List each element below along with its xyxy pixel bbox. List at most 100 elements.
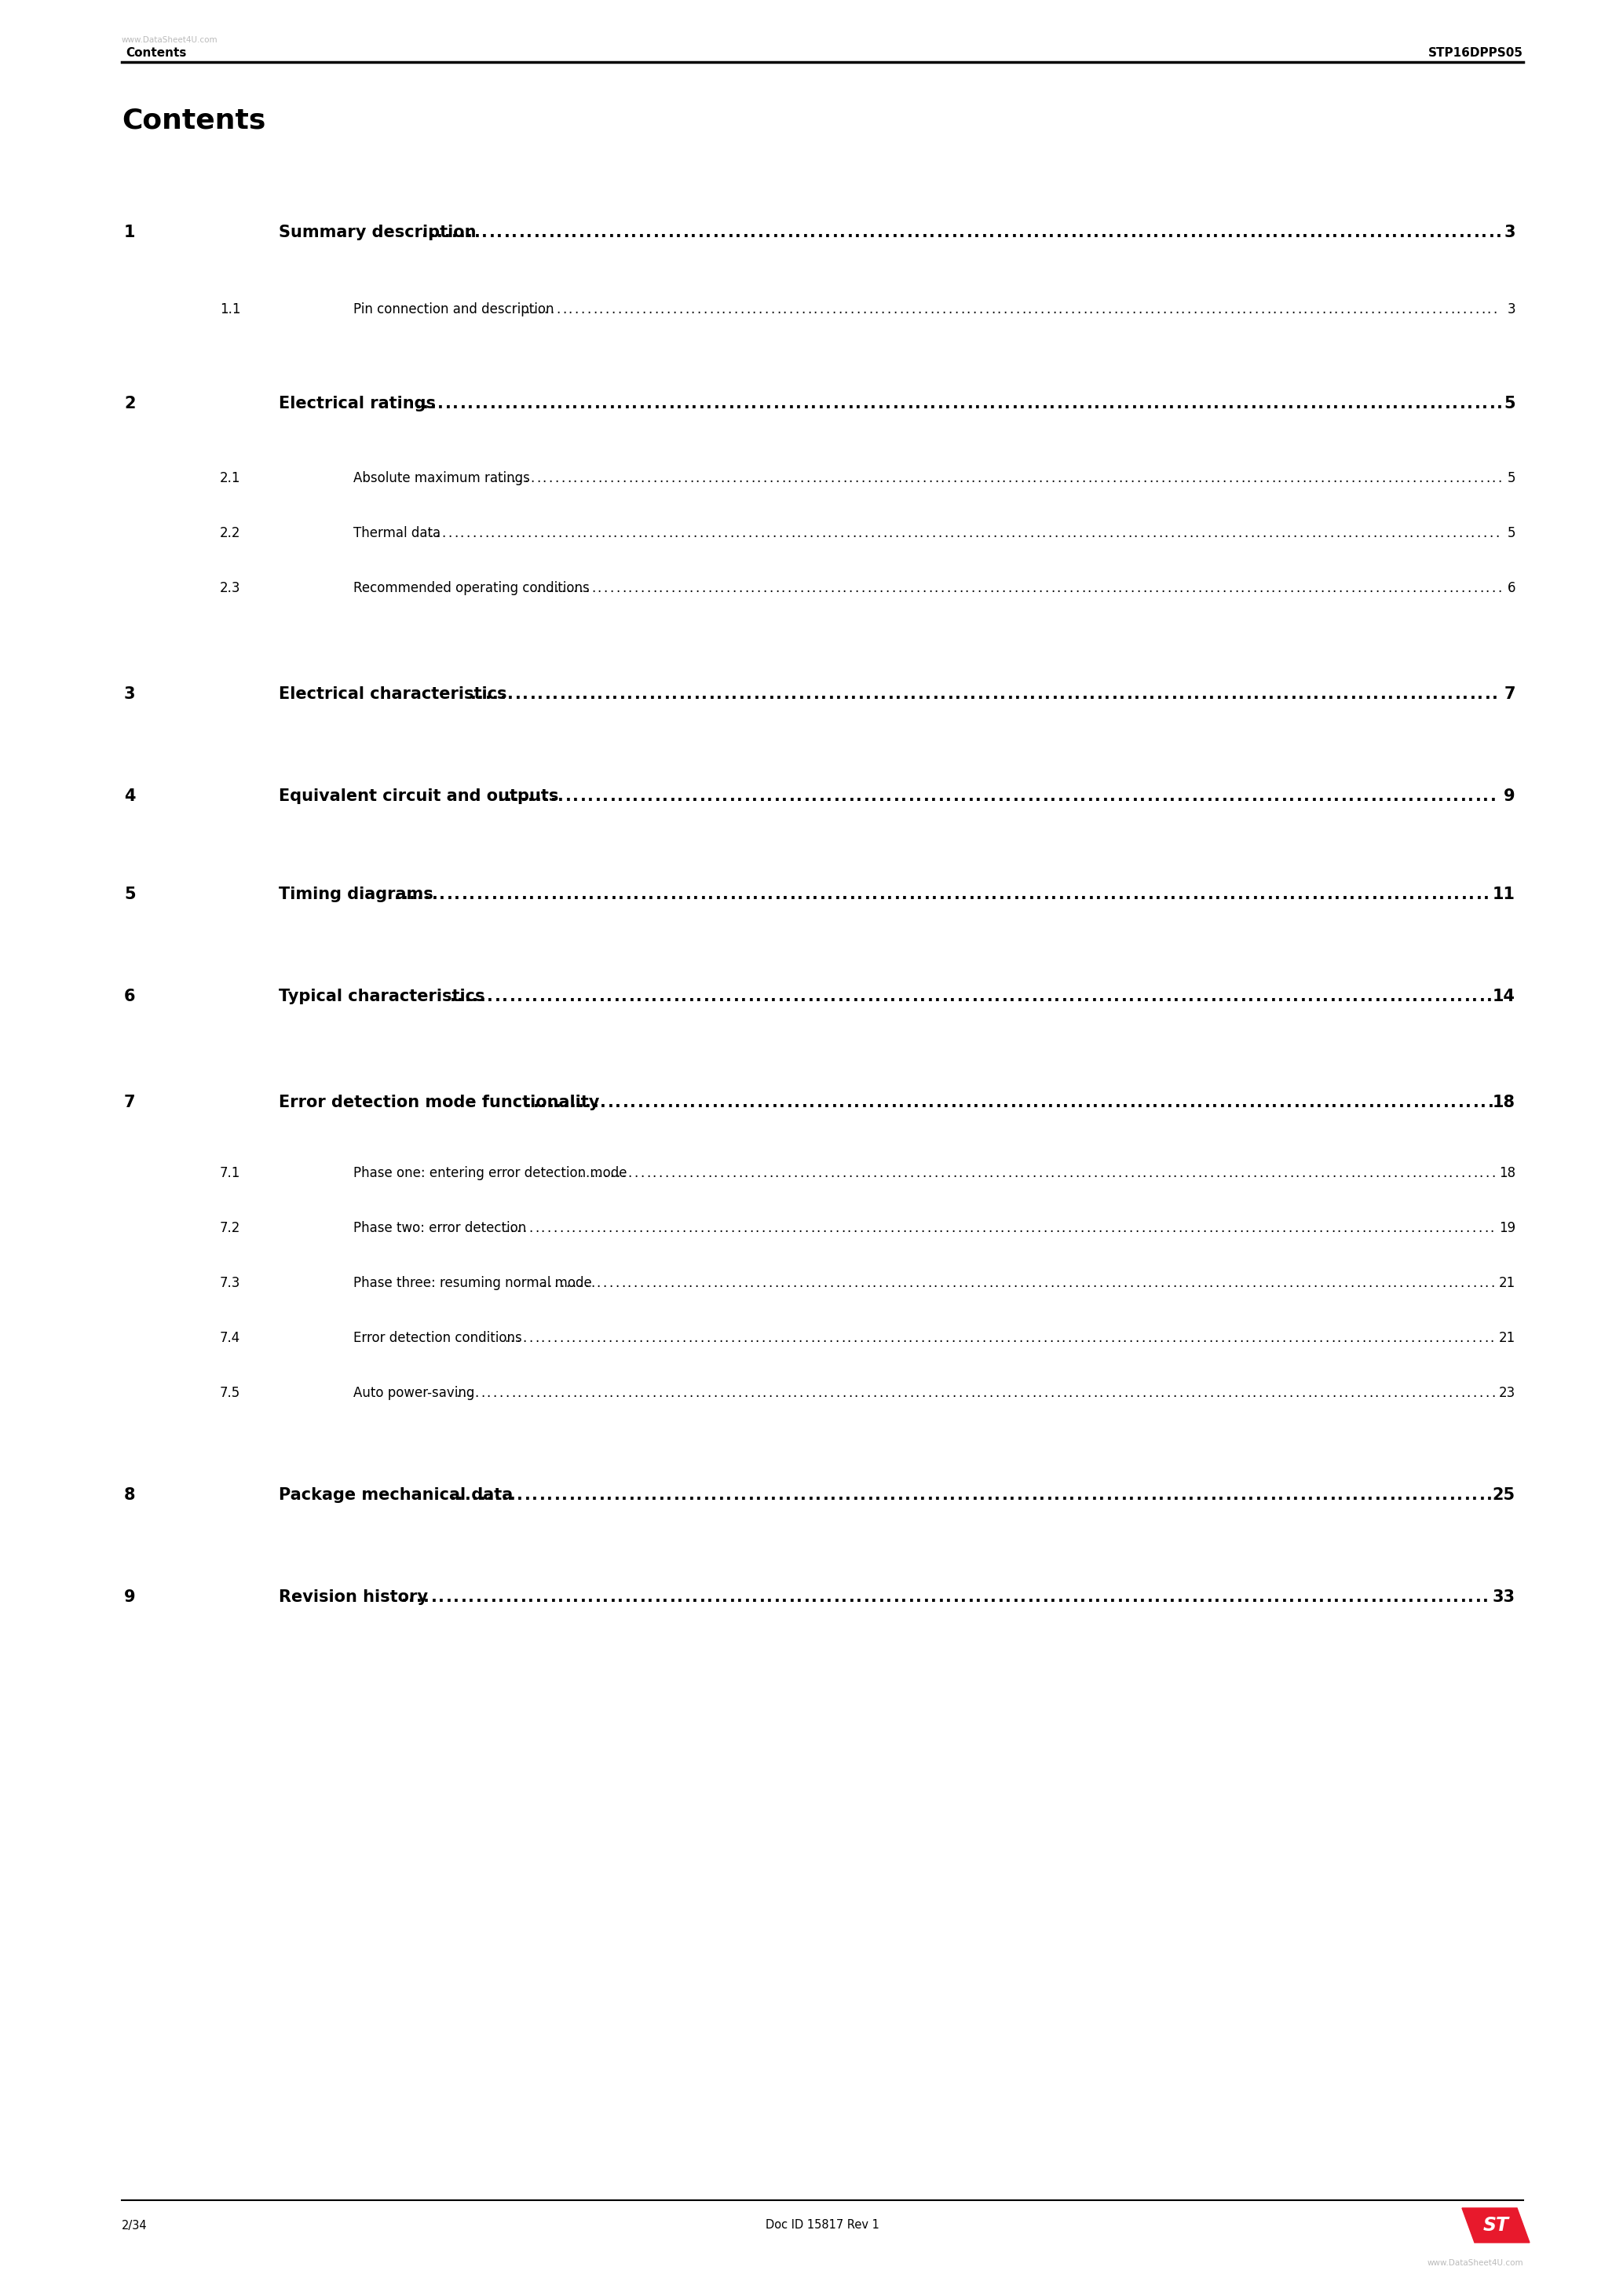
Text: .: . xyxy=(1272,303,1277,317)
Text: .: . xyxy=(1282,1277,1287,1290)
Text: .: . xyxy=(670,1277,674,1290)
Text: .: . xyxy=(1472,1387,1477,1401)
Text: .: . xyxy=(880,581,883,595)
Text: .: . xyxy=(529,1332,532,1345)
Text: .: . xyxy=(823,1277,828,1290)
Text: .: . xyxy=(927,1332,930,1345)
Text: .: . xyxy=(1375,990,1381,1003)
Text: .: . xyxy=(1332,1166,1336,1180)
Text: .: . xyxy=(922,471,927,484)
Text: .: . xyxy=(1133,1589,1138,1605)
Text: .: . xyxy=(922,581,927,595)
Text: .: . xyxy=(1078,1095,1084,1111)
Text: .: . xyxy=(873,581,876,595)
Text: .: . xyxy=(721,395,727,411)
Text: .: . xyxy=(1068,1277,1073,1290)
Text: .: . xyxy=(540,225,547,241)
Text: .: . xyxy=(597,1166,601,1180)
Text: .: . xyxy=(763,471,766,484)
Text: .: . xyxy=(1289,1387,1294,1401)
Text: .: . xyxy=(885,1166,889,1180)
Text: .: . xyxy=(586,395,592,411)
Text: .: . xyxy=(1467,395,1472,411)
Text: .: . xyxy=(842,1166,846,1180)
Text: .: . xyxy=(516,1221,521,1235)
Text: .: . xyxy=(524,471,527,484)
Text: .: . xyxy=(1109,395,1115,411)
Text: .: . xyxy=(542,471,547,484)
Text: .: . xyxy=(1378,395,1383,411)
Text: .: . xyxy=(909,1166,914,1180)
Text: .: . xyxy=(683,581,687,595)
Text: .: . xyxy=(1196,1277,1201,1290)
Text: .: . xyxy=(1363,1166,1367,1180)
Text: .: . xyxy=(1039,1166,1042,1180)
Text: Error detection mode functionality: Error detection mode functionality xyxy=(279,1095,599,1111)
Text: .: . xyxy=(760,1589,766,1605)
Text: .: . xyxy=(1055,1332,1060,1345)
Text: .: . xyxy=(867,1488,873,1504)
Text: .: . xyxy=(875,1488,881,1504)
Text: .: . xyxy=(941,1488,948,1504)
Text: .: . xyxy=(1099,581,1104,595)
Text: .: . xyxy=(1319,471,1324,484)
Text: .: . xyxy=(661,225,667,241)
Text: .: . xyxy=(1430,788,1436,804)
Text: .: . xyxy=(1321,687,1326,703)
Text: .: . xyxy=(604,471,607,484)
Text: .: . xyxy=(394,886,401,902)
Text: .: . xyxy=(1300,1277,1305,1290)
Text: .: . xyxy=(855,788,862,804)
Text: .: . xyxy=(1078,225,1084,241)
Text: .: . xyxy=(1125,886,1131,902)
Text: .: . xyxy=(696,990,701,1003)
Text: .: . xyxy=(831,303,836,317)
Text: .: . xyxy=(687,687,693,703)
Text: .: . xyxy=(1087,886,1094,902)
Text: .: . xyxy=(1305,526,1310,540)
Text: .: . xyxy=(565,788,571,804)
Text: .: . xyxy=(657,1221,661,1235)
Text: .: . xyxy=(859,1332,863,1345)
Text: .: . xyxy=(842,471,847,484)
Text: 3: 3 xyxy=(1505,225,1516,241)
Text: .: . xyxy=(974,526,979,540)
Text: .: . xyxy=(1105,1277,1109,1290)
Text: .: . xyxy=(1065,303,1068,317)
Text: .: . xyxy=(979,303,982,317)
Text: .: . xyxy=(617,1589,623,1605)
Text: .: . xyxy=(581,303,584,317)
Text: .: . xyxy=(743,1221,747,1235)
Text: .: . xyxy=(1151,1488,1157,1504)
Text: .: . xyxy=(547,1387,552,1401)
Text: .: . xyxy=(1178,687,1185,703)
Text: .: . xyxy=(1147,1332,1151,1345)
Text: .: . xyxy=(799,1387,803,1401)
Text: 2.1: 2.1 xyxy=(219,471,240,484)
Text: .: . xyxy=(518,1387,521,1401)
Text: .: . xyxy=(615,471,620,484)
Text: .: . xyxy=(1198,581,1201,595)
Text: .: . xyxy=(1367,1488,1373,1504)
Text: .: . xyxy=(1224,687,1230,703)
Text: .: . xyxy=(1289,1277,1292,1290)
Text: .: . xyxy=(1461,788,1466,804)
Text: .: . xyxy=(850,687,857,703)
Text: .: . xyxy=(610,1589,617,1605)
Text: .: . xyxy=(1183,1332,1188,1345)
Text: .: . xyxy=(1050,1387,1053,1401)
Text: .: . xyxy=(1384,225,1391,241)
Text: .: . xyxy=(703,990,709,1003)
Text: .: . xyxy=(1034,225,1040,241)
Text: .: . xyxy=(482,225,487,241)
Text: .: . xyxy=(568,990,575,1003)
Text: .: . xyxy=(1073,886,1079,902)
Text: .: . xyxy=(865,1221,870,1235)
Text: .: . xyxy=(1444,225,1449,241)
Text: .: . xyxy=(959,581,962,595)
Text: .: . xyxy=(748,1332,753,1345)
Text: .: . xyxy=(1454,471,1459,484)
Text: .: . xyxy=(536,471,540,484)
Text: .: . xyxy=(1203,1221,1206,1235)
Text: .: . xyxy=(803,395,808,411)
